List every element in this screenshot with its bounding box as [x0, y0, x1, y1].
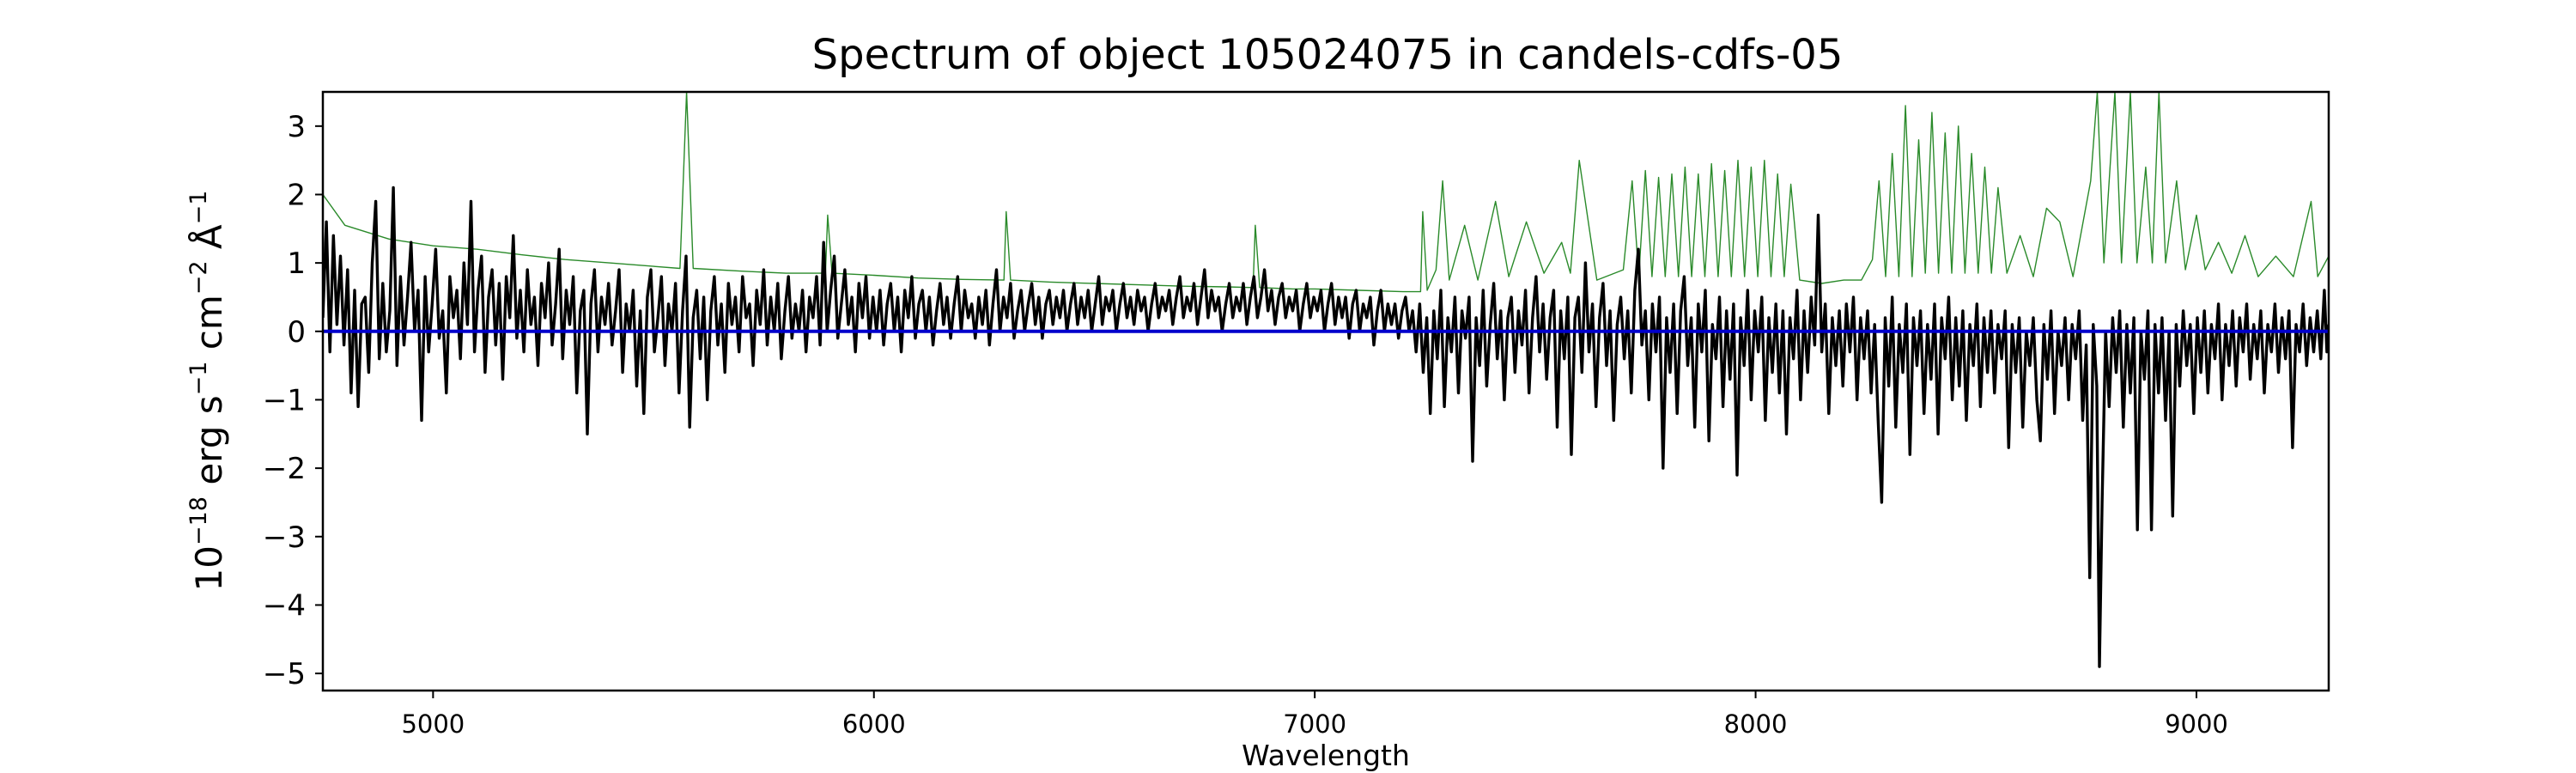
- x-tick-label: 9000: [2165, 709, 2228, 739]
- y-tick-label: −3: [263, 520, 306, 555]
- y-axis-label: 10−18 erg s−1 cm−2 Å−1: [185, 191, 230, 592]
- y-axis-label-cm: cm: [188, 295, 230, 361]
- x-tick-label: 6000: [842, 709, 906, 739]
- y-tick-label: 1: [287, 247, 306, 281]
- x-tick-label: 8000: [1724, 709, 1788, 739]
- y-axis-label-base: 10: [188, 545, 230, 591]
- x-tick-label: 7000: [1283, 709, 1346, 739]
- plot-frame: [321, 90, 2330, 692]
- series-layer: [323, 92, 2329, 668]
- y-axis-ticks: 3 2 1 0 −1 −2 −3 −4 −5: [263, 110, 323, 691]
- y-tick-label: −2: [263, 452, 306, 486]
- y-axis-label-exp-angstrom: −1: [185, 191, 212, 225]
- y-axis-label-erg: erg s: [188, 395, 230, 496]
- chart-title: Spectrum of object 105024075 in candels-…: [812, 31, 1844, 79]
- series-line-2: [323, 186, 2329, 668]
- y-tick-label: 3: [287, 110, 306, 144]
- y-tick-label: −5: [263, 657, 306, 691]
- x-axis-label: Wavelength: [1242, 739, 1410, 772]
- y-axis-label-exp-s: −1: [185, 362, 212, 396]
- y-tick-label: −4: [263, 588, 306, 623]
- x-tick-label: 5000: [401, 709, 465, 739]
- y-axis-label-angstrom: Å: [187, 224, 230, 260]
- series-line-1: [323, 92, 2329, 293]
- plot-area: [321, 90, 2330, 692]
- x-axis-ticks: 5000 6000 7000 8000 9000: [401, 691, 2228, 739]
- y-tick-label: 0: [287, 315, 306, 350]
- y-axis-label-exp-cm: −2: [185, 260, 212, 295]
- y-axis-label-exp-factor: −18: [185, 496, 212, 545]
- y-tick-label: −1: [263, 383, 306, 417]
- y-tick-label: 2: [287, 178, 306, 212]
